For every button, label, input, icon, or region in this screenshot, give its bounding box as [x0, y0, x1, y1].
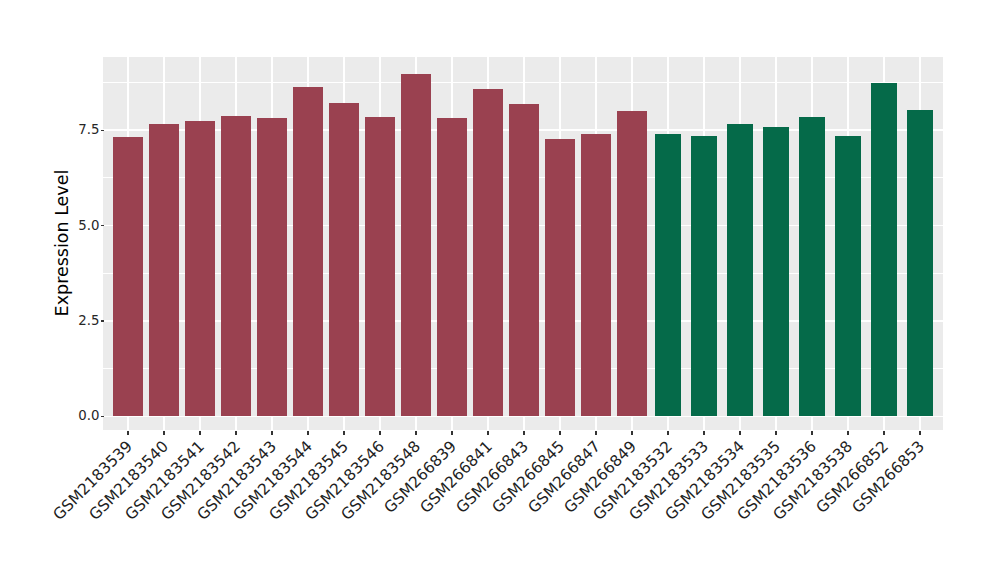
x-tick-mark	[919, 431, 920, 435]
x-tick-mark	[271, 431, 272, 435]
plot-panel	[103, 57, 943, 430]
x-tick-mark	[235, 431, 236, 435]
x-tick-mark	[379, 431, 380, 435]
x-tick-mark	[667, 431, 668, 435]
y-axis-title: Expression Level	[51, 43, 73, 443]
x-tick-mark	[883, 431, 884, 435]
bar-GSM266853	[907, 110, 933, 416]
x-tick-mark	[811, 431, 812, 435]
bar-GSM266839	[437, 118, 467, 416]
y-tick-label: 7.5	[48, 122, 100, 138]
x-tick-mark	[307, 431, 308, 435]
bar-GSM2183541	[185, 121, 215, 416]
bar-GSM2183539	[113, 137, 143, 417]
bar-GSM266849	[617, 111, 647, 416]
y-tick-mark	[101, 225, 105, 226]
bar-GSM2183533	[691, 136, 717, 416]
bar-GSM2183534	[727, 124, 753, 416]
bar-GSM2183540	[149, 124, 179, 416]
bar-GSM266852	[871, 83, 897, 416]
bar-GSM266845	[545, 139, 575, 416]
x-tick-mark	[595, 431, 596, 435]
x-tick-mark	[559, 431, 560, 435]
x-tick-mark	[631, 431, 632, 435]
y-tick-label: 0.0	[48, 408, 100, 424]
bar-GSM266843	[509, 104, 539, 416]
bar-GSM2183548	[401, 74, 431, 416]
x-tick-mark	[163, 431, 164, 435]
x-tick-mark	[127, 431, 128, 435]
bar-GSM2183536	[799, 117, 825, 416]
gridline-minor	[103, 82, 943, 83]
x-tick-mark	[487, 431, 488, 435]
bar-GSM2183532	[655, 134, 681, 416]
x-tick-mark	[703, 431, 704, 435]
x-tick-mark	[847, 431, 848, 435]
x-tick-mark	[739, 431, 740, 435]
x-tick-mark	[523, 431, 524, 435]
bar-GSM266847	[581, 134, 611, 416]
y-tick-label: 5.0	[48, 218, 100, 234]
x-tick-mark	[199, 431, 200, 435]
y-tick-mark	[101, 130, 105, 131]
bar-GSM2183535	[763, 127, 789, 416]
bar-GSM2183544	[293, 87, 323, 416]
bar-GSM2183543	[257, 118, 287, 416]
x-tick-mark	[415, 431, 416, 435]
bar-chart-figure: Expression Level 0.02.55.07.5GSM2183539G…	[0, 0, 1000, 580]
bar-GSM2183545	[329, 103, 359, 416]
y-tick-mark	[101, 416, 105, 417]
bar-GSM266841	[473, 89, 503, 416]
x-tick-mark	[343, 431, 344, 435]
y-tick-label: 2.5	[48, 313, 100, 329]
bar-GSM2183546	[365, 117, 395, 416]
bar-GSM2183542	[221, 116, 251, 416]
x-tick-mark	[451, 431, 452, 435]
x-tick-mark	[775, 431, 776, 435]
bar-GSM2183538	[835, 136, 861, 416]
y-tick-mark	[101, 320, 105, 321]
